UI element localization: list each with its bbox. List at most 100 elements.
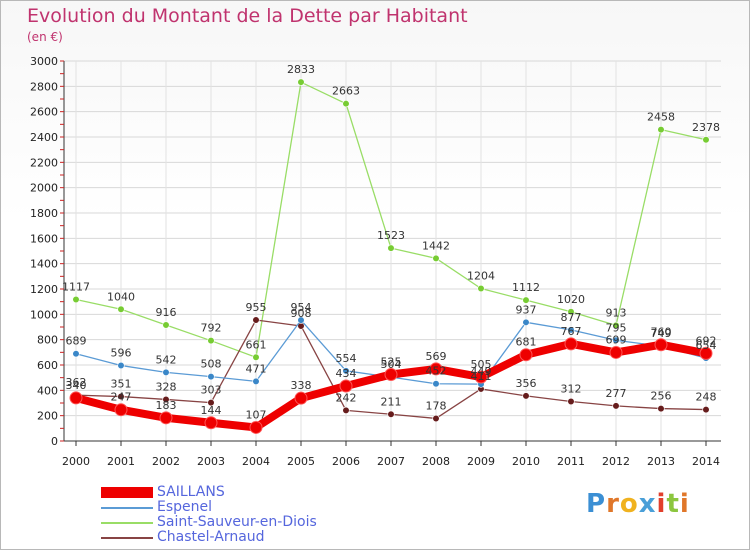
data-label-saint-sauveur-en-diois: 2833 <box>287 63 315 76</box>
x-tick-label: 2012 <box>602 455 630 468</box>
logo-letter: P <box>586 489 607 519</box>
data-point-chastel-arnaud <box>207 399 215 407</box>
x-tick-label: 2010 <box>512 455 540 468</box>
data-point-chastel-arnaud <box>117 392 125 401</box>
data-label-saint-sauveur-en-diois: 916 <box>156 306 177 319</box>
data-point-espenel <box>207 373 215 381</box>
data-point-saillans <box>204 416 218 430</box>
y-tick-label: 600 <box>37 359 58 372</box>
y-tick-label: 1600 <box>30 232 58 245</box>
x-tick-label: 2004 <box>242 455 270 468</box>
data-point-saint-sauveur-en-diois <box>162 321 170 329</box>
data-label-chastel-arnaud: 312 <box>561 382 582 395</box>
x-tick-label: 2006 <box>332 455 360 468</box>
x-tick-label: 2011 <box>557 455 585 468</box>
data-point-saillans <box>159 411 173 425</box>
data-point-espenel <box>297 316 305 324</box>
data-label-espenel: 554 <box>336 352 357 365</box>
data-label-saillans: 699 <box>606 333 627 346</box>
data-label-chastel-arnaud: 411 <box>471 370 492 383</box>
x-tick-label: 2007 <box>377 455 405 468</box>
legend-swatch-chastel-arnaud <box>101 536 153 539</box>
proxiti-logo: Proxiti <box>586 489 690 519</box>
data-label-saint-sauveur-en-diois: 1112 <box>512 281 540 294</box>
data-point-saillans <box>339 379 353 393</box>
data-label-saint-sauveur-en-diois: 913 <box>606 306 627 319</box>
data-point-saint-sauveur-en-diois <box>387 244 395 252</box>
data-point-saint-sauveur-en-diois <box>342 100 350 108</box>
data-label-chastel-arnaud: 351 <box>111 378 132 391</box>
data-point-saint-sauveur-en-diois <box>702 136 710 144</box>
data-label-saillans: 692 <box>696 334 717 347</box>
data-point-espenel <box>567 326 575 334</box>
data-point-espenel <box>342 367 350 375</box>
y-tick-label: 2000 <box>30 182 58 195</box>
legend-item-espenel: Espenel <box>101 500 317 515</box>
data-point-espenel <box>432 380 440 388</box>
data-point-saint-sauveur-en-diois <box>522 296 530 304</box>
data-point-saillans <box>519 348 533 362</box>
y-tick-label: 2600 <box>30 106 58 119</box>
data-point-saint-sauveur-en-diois <box>612 321 620 329</box>
data-label-espenel: 471 <box>246 362 267 375</box>
x-tick-label: 2009 <box>467 455 495 468</box>
data-point-saillans <box>384 368 398 381</box>
data-point-saillans <box>294 391 308 405</box>
data-point-espenel <box>252 377 260 385</box>
data-point-chastel-arnaud <box>702 405 710 414</box>
data-label-espenel: 937 <box>516 303 537 316</box>
data-label-saint-sauveur-en-diois: 792 <box>201 322 222 335</box>
legend-swatch-saillans <box>101 487 153 498</box>
y-tick-label: 1200 <box>30 283 58 296</box>
data-label-saint-sauveur-en-diois: 2663 <box>332 85 360 98</box>
data-label-espenel: 877 <box>561 311 582 324</box>
logo-letter: t <box>666 489 680 519</box>
x-tick-label: 2003 <box>197 455 225 468</box>
data-label-espenel: 689 <box>66 335 87 348</box>
data-point-espenel <box>72 350 80 358</box>
data-label-espenel: 449 <box>471 365 492 378</box>
data-label-espenel: 749 <box>651 327 672 340</box>
data-point-saillans <box>609 345 623 359</box>
data-label-saillans: 340 <box>66 379 87 392</box>
data-label-saint-sauveur-en-diois: 1040 <box>107 290 135 303</box>
data-label-saint-sauveur-en-diois: 661 <box>246 338 267 351</box>
data-label-espenel: 452 <box>426 365 447 378</box>
logo-letter: i <box>656 489 667 519</box>
data-label-chastel-arnaud: 242 <box>336 391 357 404</box>
data-point-saillans <box>429 362 443 376</box>
data-label-saillans: 107 <box>246 408 267 421</box>
data-label-saint-sauveur-en-diois: 1117 <box>62 281 90 294</box>
y-tick-label: 1800 <box>30 207 58 220</box>
data-label-saint-sauveur-en-diois: 1204 <box>467 269 495 282</box>
x-tick-label: 2008 <box>422 455 450 468</box>
data-label-chastel-arnaud: 303 <box>201 384 222 397</box>
data-label-saillans: 247 <box>111 391 132 404</box>
data-label-espenel: 508 <box>201 358 222 371</box>
data-point-saillans <box>654 338 668 352</box>
data-label-espenel: 795 <box>606 321 627 334</box>
data-point-saillans <box>69 391 83 405</box>
logo-letter: x <box>638 489 657 519</box>
data-point-chastel-arnaud <box>522 392 530 400</box>
y-tick-label: 400 <box>37 384 58 397</box>
data-point-saint-sauveur-en-diois <box>117 305 125 313</box>
data-point-saillans <box>249 420 263 434</box>
data-label-saint-sauveur-en-diois: 1442 <box>422 239 450 252</box>
data-label-chastel-arnaud: 248 <box>696 391 717 404</box>
data-point-saint-sauveur-en-diois <box>432 254 440 262</box>
data-label-chastel-arnaud: 362 <box>66 376 87 389</box>
data-point-espenel <box>522 318 530 326</box>
data-label-chastel-arnaud: 328 <box>156 380 177 393</box>
data-point-saillans <box>114 403 128 417</box>
legend-item-saillans: SAILLANS <box>101 485 317 500</box>
y-tick-label: 2400 <box>30 131 58 144</box>
data-point-chastel-arnaud <box>657 404 665 413</box>
data-point-chastel-arnaud <box>612 402 620 410</box>
y-tick-label: 1400 <box>30 258 58 271</box>
x-tick-label: 2013 <box>647 455 675 468</box>
y-tick-label: 0 <box>51 435 58 448</box>
data-label-saint-sauveur-en-diois: 1020 <box>557 293 585 306</box>
